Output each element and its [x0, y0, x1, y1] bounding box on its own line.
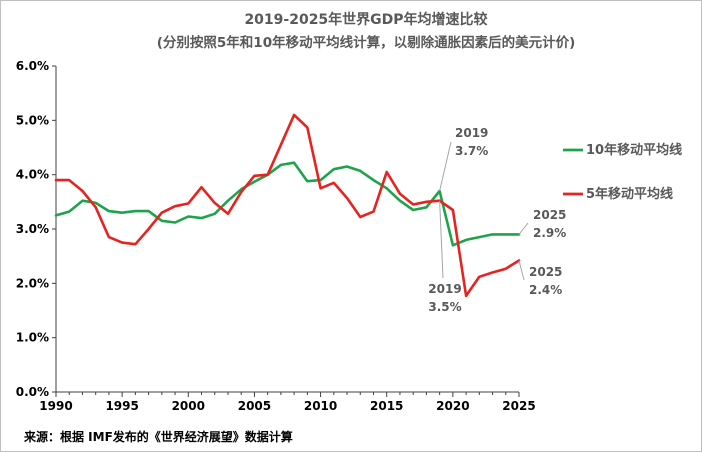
y-tick-label: 6.0% [16, 59, 49, 73]
annotations: 2019 3.7% 2019 3.5% 2025 2.9% 2025 2.4% [428, 126, 566, 314]
x-tick-label: 1990 [39, 399, 72, 413]
legend: 10年移动平均线 5年移动平均线 [563, 142, 682, 202]
y-tick-label: 5.0% [16, 113, 49, 127]
annotation-2019-ma10-leader [439, 141, 452, 192]
x-tick-label: 2010 [304, 399, 337, 413]
annotation-2019-ma5-leader [439, 200, 444, 279]
annotation-2019-ma5-year: 2019 [428, 282, 461, 296]
x-tick-label: 2020 [436, 399, 469, 413]
series-lines [54, 113, 521, 298]
y-tick-label: 0.0% [16, 385, 49, 399]
legend-label: 5年移动平均线 [586, 186, 673, 202]
annotation-2025-ma5-year: 2025 [529, 265, 562, 279]
y-tick-label: 2.0% [16, 276, 49, 290]
annotation-2025-ma5-value: 2.4% [529, 283, 562, 297]
series-line-ma5 [54, 113, 521, 298]
chart-subtitle: (分别按照5年和10年移动平均线计算，以剔除通胀因素后的美元计价) [157, 34, 576, 51]
y-tick-label: 4.0% [16, 168, 49, 182]
annotation-2019-ma10-year: 2019 [455, 126, 488, 140]
annotation-2025-ma10-leader [518, 222, 529, 235]
annotation-2019-ma5-value: 3.5% [428, 300, 461, 314]
x-tick-label: 2025 [502, 399, 535, 413]
legend-label: 10年移动平均线 [586, 142, 682, 158]
annotation-2025-ma10-value: 2.9% [533, 226, 566, 240]
annotation-2019-ma10-value: 3.7% [455, 144, 488, 158]
source-note: 来源：根据 IMF发布的《世界经济展望》数据计算 [23, 429, 293, 444]
chart-title: 2019-2025年世界GDP年均增速比较 [244, 11, 487, 28]
x-tick-label: 2000 [172, 399, 205, 413]
axes: 0.0% 1.0% 2.0% 3.0% 4.0% 5.0% 6.0% 1990 1995 2000… [16, 59, 536, 413]
series-line-ma10 [54, 161, 521, 247]
x-tick-label: 2015 [370, 399, 403, 413]
x-tick-label: 2005 [238, 399, 271, 413]
annotation-2025-ma5-leader [518, 260, 525, 281]
x-tick-label: 1995 [105, 399, 138, 413]
y-tick-label: 1.0% [16, 331, 49, 345]
annotation-2025-ma10-year: 2025 [533, 208, 566, 222]
y-tick-label: 3.0% [16, 222, 49, 236]
